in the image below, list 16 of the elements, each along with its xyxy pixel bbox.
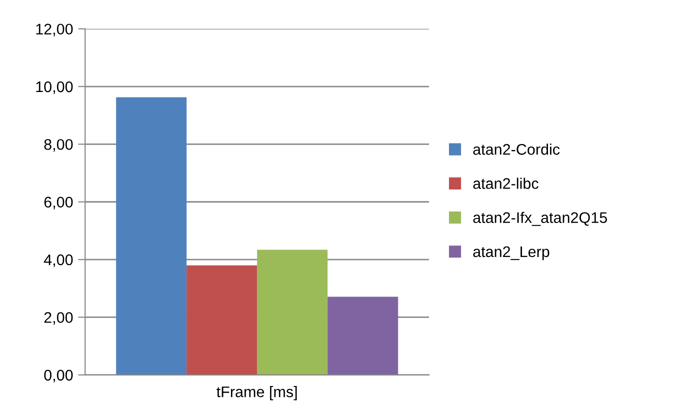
bar — [116, 97, 187, 375]
y-tick-label: 2,00 — [44, 312, 73, 325]
bar — [186, 265, 258, 375]
bar — [257, 250, 328, 375]
y-tick-label: 10,00 — [36, 81, 73, 94]
y-tick-label: 0,00 — [44, 370, 73, 382]
y-tick-label: 8,00 — [44, 139, 73, 152]
y-tick-label: 12,00 — [36, 24, 73, 36]
y-tick-label: 6,00 — [44, 196, 73, 210]
legend-label: atan2_Lerp — [473, 246, 550, 260]
bar — [328, 296, 398, 375]
legend-label: atan2-Ifx_atan2Q15 — [473, 212, 607, 226]
legend-label: atan2-Cordic — [473, 144, 560, 155]
x-tick-label: tFrame [ms] — [216, 386, 297, 400]
legend-label: atan2-libc — [473, 178, 538, 189]
y-tick-label: 4,00 — [44, 254, 73, 268]
